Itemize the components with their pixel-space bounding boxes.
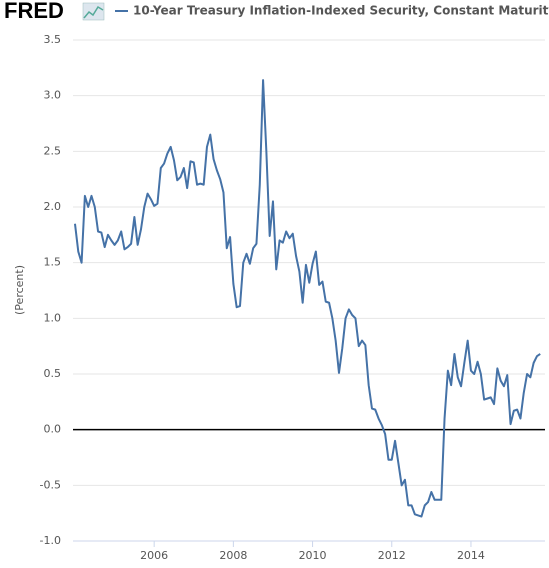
legend-label: 10-Year Treasury Inflation-Indexed Secur…: [133, 4, 549, 18]
plot-area: -1.0 -0.5 0.0 0.5 1.0 1.5 2.0 2.5 3.0 3.5 2006 2008…: [40, 33, 545, 562]
y-axis-label: (Percent): [13, 265, 26, 315]
data-line: [73, 79, 541, 518]
x-tick-label: 2010: [299, 549, 327, 562]
y-tick-label: 1.5: [44, 256, 62, 269]
x-tick-label: 2006: [140, 549, 168, 562]
y-tick-label: 1.0: [44, 311, 62, 324]
x-tick-label: 2014: [457, 549, 485, 562]
y-tick-label: 2.5: [44, 144, 62, 157]
logo-icon: [82, 2, 105, 21]
x-tick-label: 2008: [219, 549, 247, 562]
y-tick-label: 0.5: [44, 367, 62, 380]
y-tick-label: -1.0: [40, 534, 61, 547]
y-tick-label: 2.0: [44, 200, 62, 213]
logo: FRED: [4, 0, 64, 23]
x-tick-label: 2012: [378, 549, 406, 562]
y-tick-label: 3.0: [44, 89, 62, 102]
y-tick-label: 0.0: [44, 423, 62, 436]
y-tick-label: 3.5: [44, 33, 62, 46]
y-tick-label: -0.5: [40, 478, 61, 491]
